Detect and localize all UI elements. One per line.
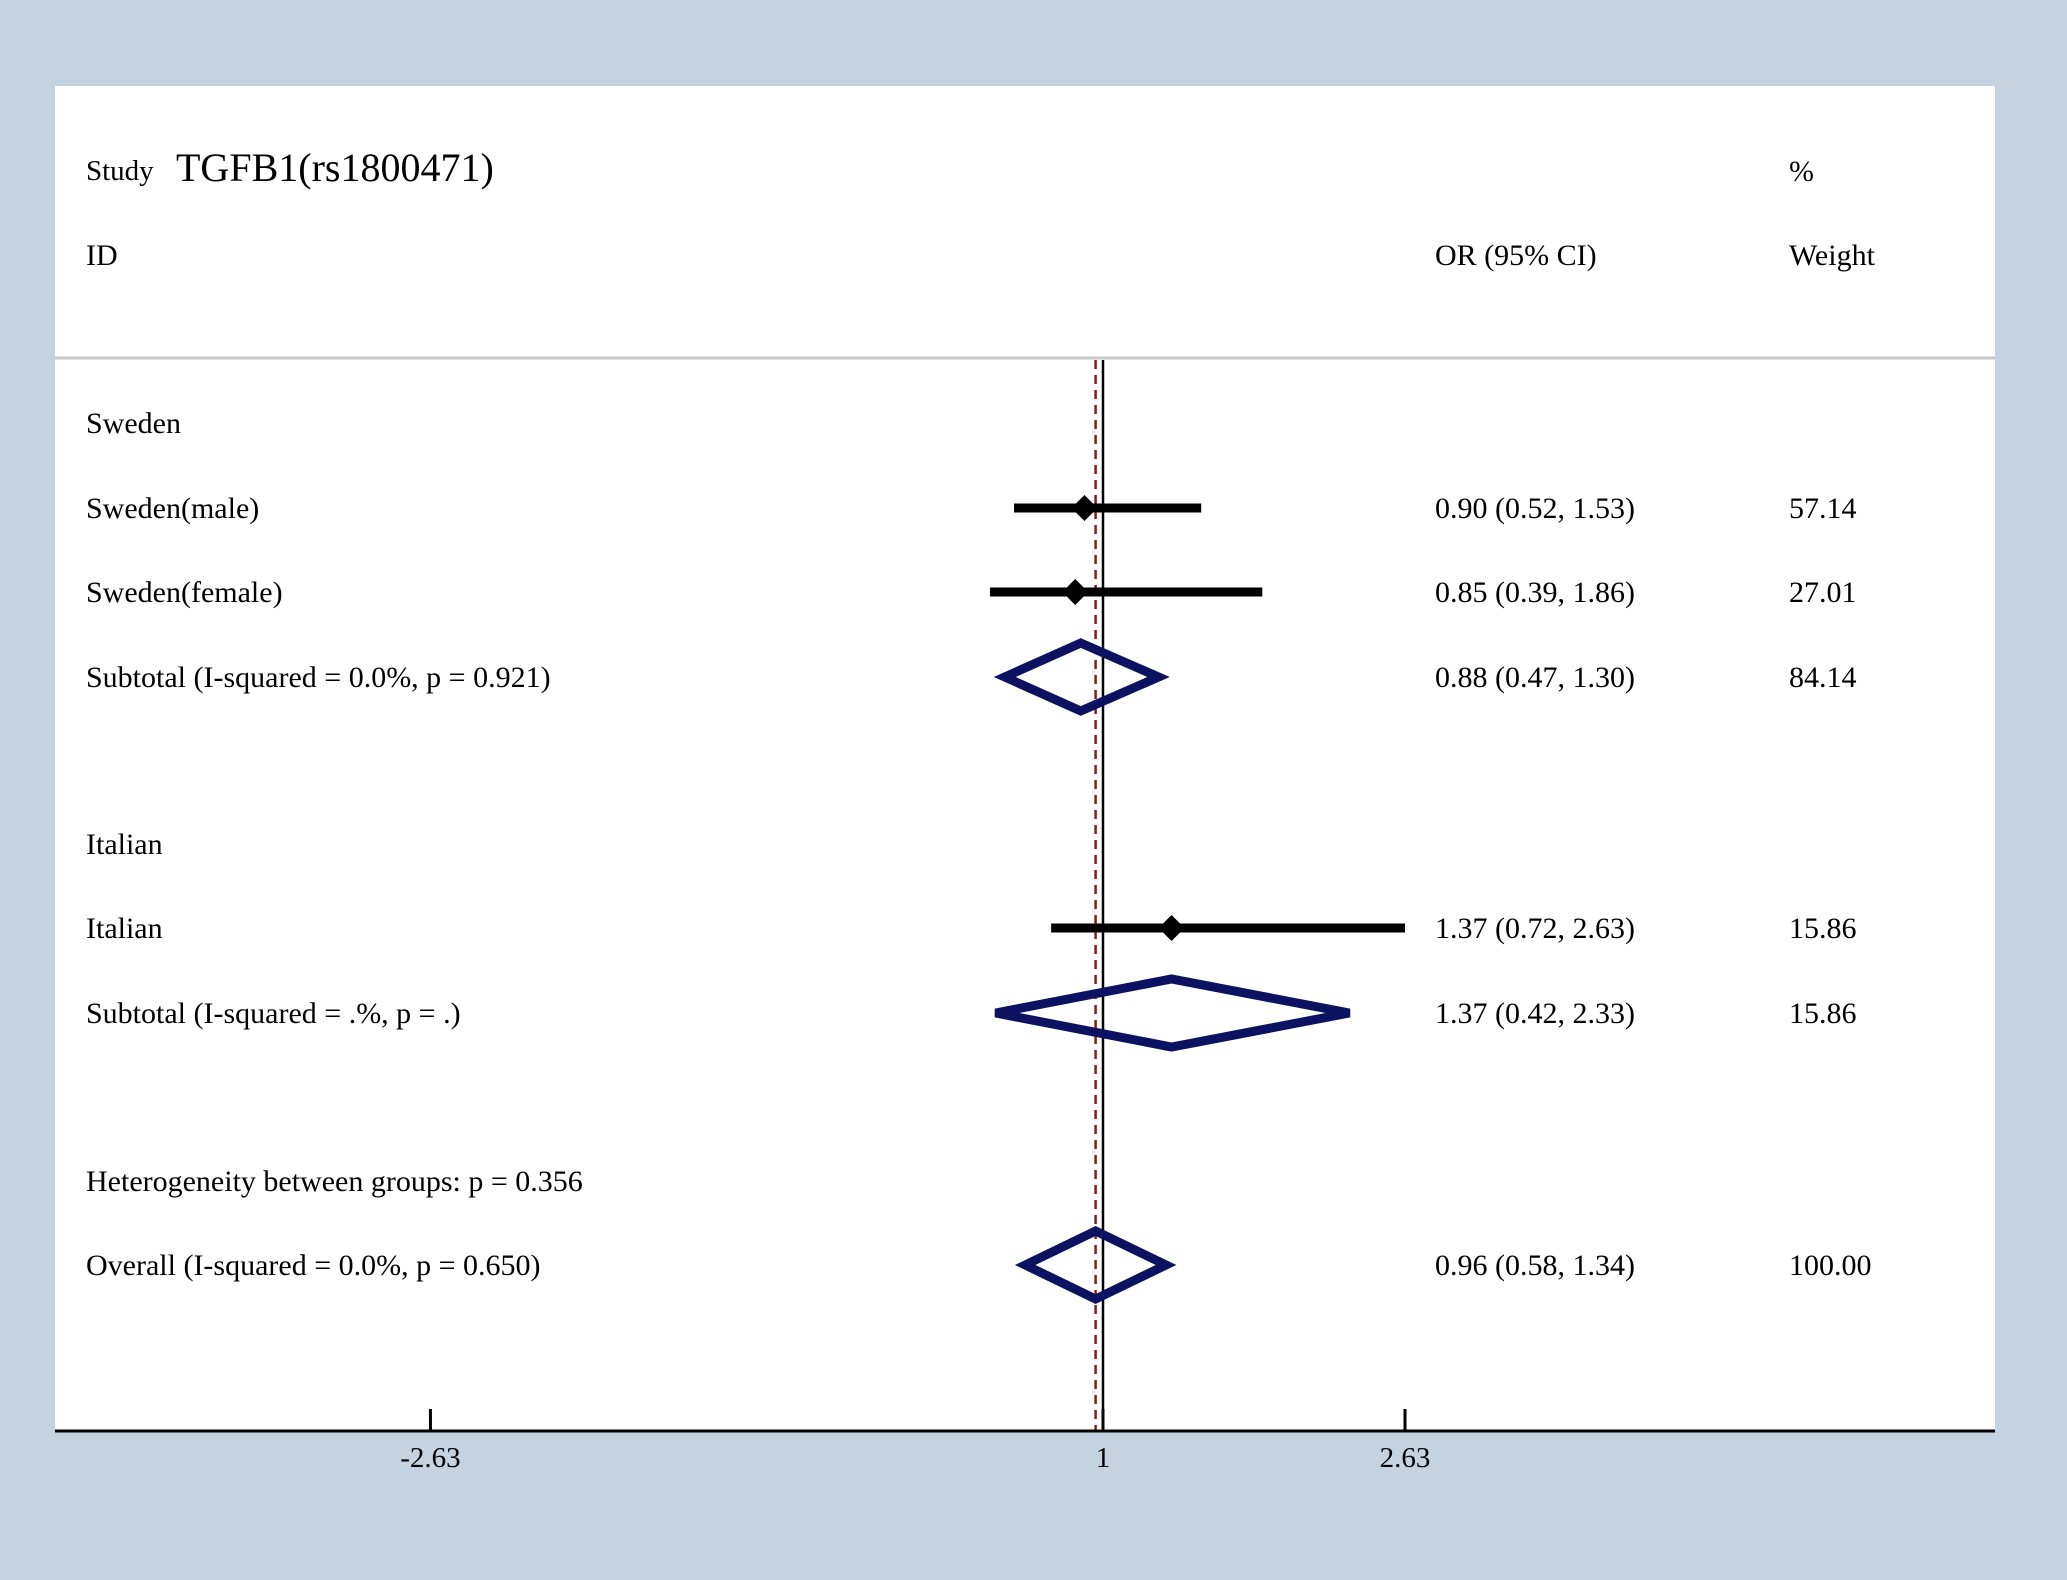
or-ci-value: 0.90 (0.52, 1.53) <box>1435 492 1635 525</box>
x-tick-label: 2.63 <box>1380 1442 1431 1474</box>
row-label: Subtotal (I-squared = .%, p = .) <box>86 997 461 1030</box>
row-label: Sweden(female) <box>86 576 283 609</box>
group-label: Sweden <box>86 407 181 440</box>
or-ci-value: 1.37 (0.72, 2.63) <box>1435 912 1635 945</box>
plot-header: Study TGFB1(rs1800471) % ID OR (95% CI) … <box>55 145 1995 360</box>
weight-column-header: Weight <box>1789 239 1876 272</box>
heterogeneity-text: Heterogeneity between groups: p = 0.356 <box>86 1165 583 1198</box>
x-tick-label: 1 <box>1096 1442 1111 1474</box>
or-ci-value: 1.37 (0.42, 2.33) <box>1435 997 1635 1030</box>
weight-value: 84.14 <box>1789 661 1857 694</box>
point-estimate-marker <box>1062 579 1089 605</box>
overall-diamond <box>1014 1226 1177 1304</box>
subtotal-diamond <box>993 638 1170 716</box>
subtotal-diamond <box>994 974 1351 1052</box>
weight-value: 15.86 <box>1789 912 1857 945</box>
weight-value: 27.01 <box>1789 576 1857 609</box>
row-label: Subtotal (I-squared = 0.0%, p = 0.921) <box>86 661 551 694</box>
weight-value: 15.86 <box>1789 997 1857 1030</box>
chart-title: TGFB1(rs1800471) <box>176 145 494 190</box>
x-tick-label: -2.63 <box>400 1442 460 1474</box>
x-axis: -2.63 1 2.63 <box>55 1409 1995 1474</box>
row-label: Overall (I-squared = 0.0%, p = 0.650) <box>86 1249 541 1282</box>
or-ci-value: 0.85 (0.39, 1.86) <box>1435 576 1635 609</box>
row-label: Sweden(male) <box>86 492 259 525</box>
row-label: Italian <box>86 912 163 945</box>
or-ci-value: 0.88 (0.47, 1.30) <box>1435 661 1635 694</box>
point-estimate-marker <box>1158 915 1185 941</box>
weight-value: 57.14 <box>1789 492 1857 525</box>
percent-label: % <box>1789 155 1814 188</box>
or-ci-value: 0.96 (0.58, 1.34) <box>1435 1249 1635 1282</box>
study-label: Study <box>86 155 154 187</box>
weight-value: 100.00 <box>1789 1249 1872 1282</box>
point-estimate-marker <box>1071 495 1098 521</box>
or-column-header: OR (95% CI) <box>1435 239 1597 272</box>
group-label: Italian <box>86 828 163 861</box>
plot-panel <box>55 86 1995 1432</box>
id-column-header: ID <box>86 239 118 272</box>
